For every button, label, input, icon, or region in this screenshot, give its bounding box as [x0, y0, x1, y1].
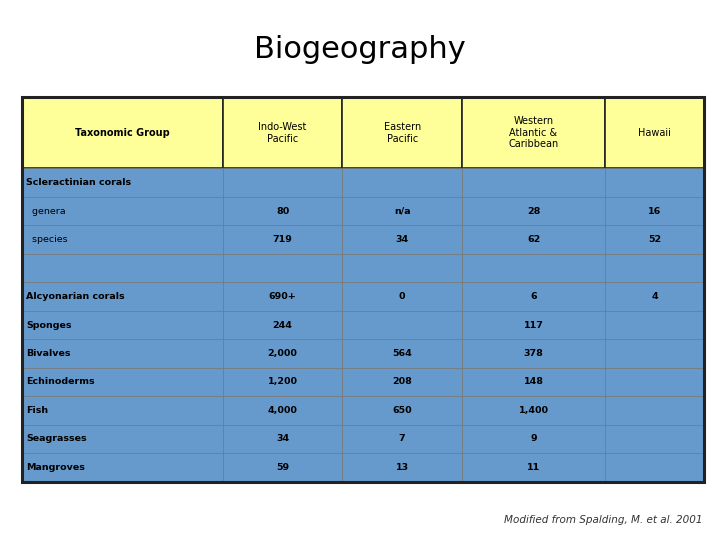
Text: 1,200: 1,200: [268, 377, 297, 387]
Text: 34: 34: [276, 435, 289, 443]
Text: 564: 564: [392, 349, 412, 358]
Text: Indo-West
Pacific: Indo-West Pacific: [258, 122, 307, 144]
Text: n/a: n/a: [394, 207, 410, 215]
Text: Scleractinian corals: Scleractinian corals: [26, 178, 131, 187]
Text: Fish: Fish: [26, 406, 48, 415]
Text: 80: 80: [276, 207, 289, 215]
Text: Echinoderms: Echinoderms: [26, 377, 94, 387]
Text: Seagrasses: Seagrasses: [26, 435, 86, 443]
Text: 7: 7: [399, 435, 405, 443]
Text: species: species: [26, 235, 68, 244]
Text: 6: 6: [530, 292, 537, 301]
Text: genera: genera: [26, 207, 66, 215]
Text: 719: 719: [273, 235, 292, 244]
Text: Mangroves: Mangroves: [26, 463, 85, 472]
Text: 34: 34: [395, 235, 409, 244]
Text: 11: 11: [527, 463, 540, 472]
Text: 650: 650: [392, 406, 412, 415]
Text: 2,000: 2,000: [268, 349, 297, 358]
Text: Alcyonarian corals: Alcyonarian corals: [26, 292, 125, 301]
Text: Bivalves: Bivalves: [26, 349, 71, 358]
Text: Modified from Spalding, M. et al. 2001: Modified from Spalding, M. et al. 2001: [503, 515, 702, 525]
Text: Taxonomic Group: Taxonomic Group: [75, 128, 170, 138]
Text: 9: 9: [530, 435, 537, 443]
Text: Sponges: Sponges: [26, 321, 71, 329]
Text: 4,000: 4,000: [268, 406, 297, 415]
Text: 4: 4: [652, 292, 658, 301]
Text: Hawaii: Hawaii: [638, 128, 671, 138]
Text: 244: 244: [273, 321, 292, 329]
Text: 378: 378: [523, 349, 544, 358]
Text: 208: 208: [392, 377, 412, 387]
Text: 690+: 690+: [269, 292, 297, 301]
Text: Eastern
Pacific: Eastern Pacific: [384, 122, 420, 144]
Text: 28: 28: [527, 207, 540, 215]
Text: 148: 148: [523, 377, 544, 387]
Text: Western
Atlantic &
Caribbean: Western Atlantic & Caribbean: [508, 116, 559, 150]
Text: 59: 59: [276, 463, 289, 472]
Text: 0: 0: [399, 292, 405, 301]
Text: Biogeography: Biogeography: [254, 35, 466, 64]
Text: 62: 62: [527, 235, 540, 244]
Text: 1,400: 1,400: [518, 406, 549, 415]
Text: 52: 52: [648, 235, 661, 244]
Text: 16: 16: [648, 207, 661, 215]
Text: 13: 13: [395, 463, 409, 472]
Text: 117: 117: [523, 321, 544, 329]
